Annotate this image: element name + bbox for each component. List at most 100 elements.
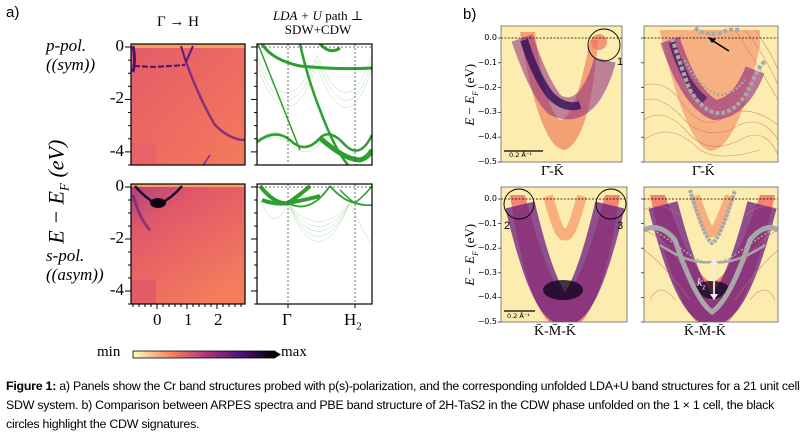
cdw-circle-1 <box>587 28 621 62</box>
pbe-bands <box>644 29 778 157</box>
ytick-label: −0.4 <box>477 132 497 142</box>
ytick-label: -2 <box>109 88 124 108</box>
ytick-label: −0.3 <box>477 107 497 117</box>
kz-arrow-head-up <box>710 258 718 264</box>
colorbar-min-label: min <box>97 344 121 360</box>
arpes-gamma-k-frame <box>500 25 623 163</box>
panel-b-label: b) <box>463 6 477 23</box>
ytick-label: −0.5 <box>477 317 497 326</box>
band-panel-p-pol <box>256 43 373 166</box>
band-feature <box>131 45 136 73</box>
xlabel-k-m-k-left: K̄-M̄-K̄ <box>534 324 576 339</box>
artifact-block <box>131 280 156 304</box>
panel-b-top-ylabel: E − EF (eV) <box>462 63 480 126</box>
cdw-circle-3 <box>595 188 627 220</box>
band-panel-s-pol <box>256 183 373 305</box>
colorbar-max-label: max <box>281 344 307 360</box>
diffuse-feature <box>131 194 152 232</box>
colorbar-gradient <box>132 350 276 359</box>
pbe-unfolded-band <box>693 26 741 36</box>
xtick-1: 1 <box>184 310 193 329</box>
ytick-label: -2 <box>109 228 124 247</box>
kz-arrow-head-down <box>710 294 718 300</box>
h-label: H <box>344 310 357 329</box>
caption-title: Figure 1: <box>6 379 57 393</box>
inner-gap <box>543 194 587 241</box>
ytick-label: 0 <box>115 36 125 55</box>
panel-a-ticks <box>125 46 356 309</box>
band-line <box>318 44 341 53</box>
asym-label: ((asym)) <box>46 265 104 284</box>
ytick-label: 0 <box>115 176 125 195</box>
arpes-pbe-gamma-k <box>643 25 779 163</box>
sym-label: ((sym)) <box>46 55 96 74</box>
spectral-band <box>505 201 625 322</box>
xtick-2: 2 <box>214 310 223 329</box>
ytick-label: −0.2 <box>477 82 497 92</box>
fermi-edge-band <box>131 44 245 48</box>
lower-band-feature <box>202 154 211 165</box>
row1-label: p-pol. ((sym)) <box>46 36 95 74</box>
xlabel-gamma-k-right: Γ̄-K̄ <box>692 164 715 179</box>
asym-text: (asym) <box>51 265 98 284</box>
ytick-label: 0.0 <box>484 33 497 42</box>
spectral-band-core <box>520 38 582 111</box>
spectral-halo <box>520 32 598 150</box>
pbe-unfolded-band <box>683 59 746 97</box>
hotspot-feature <box>694 281 730 299</box>
band-panel-p-pol-bg <box>257 44 372 165</box>
scale-bar-label-top: 0.2 Å⁻¹ <box>509 151 532 159</box>
hotspot-feature <box>150 198 166 208</box>
flat-band-feature <box>133 64 186 69</box>
fermi-edge-band <box>131 184 245 187</box>
colorbar-extend-arrow <box>275 351 281 358</box>
h-subscript: 2 <box>356 320 362 333</box>
arpes-pbe-gamma-k-frame <box>643 25 779 163</box>
pbe-unfolded-band <box>688 189 737 246</box>
p-pol-label: p-pol. <box>46 36 87 55</box>
cdw-circle-2 <box>503 188 535 220</box>
arrow-head <box>708 37 716 43</box>
band-line <box>287 185 331 208</box>
hotspot-feature <box>543 280 583 300</box>
arpes-k-m-k <box>500 186 628 323</box>
panel-a-col2-title: LDA + U path ⊥ SDW+CDW <box>262 9 374 37</box>
ytick-label: -4 <box>109 140 124 160</box>
xlabel-k-m-k-right: K̄-M̄-K̄ <box>684 324 726 339</box>
cdw-feature <box>591 34 607 50</box>
panel-b-ticks <box>498 37 644 323</box>
xtick-0: 0 <box>153 310 162 329</box>
ytick-label: -4 <box>109 280 124 299</box>
lda-u-label: LDA + U <box>272 8 322 23</box>
inner-gap <box>690 194 735 238</box>
panel-b-bottom-ylabel: E − EF (eV) <box>462 223 480 286</box>
panel-a-label: a) <box>6 4 20 21</box>
path-perp-label: path ⊥ <box>321 8 364 23</box>
kz-label: kz <box>697 275 706 292</box>
ytick-label: −0.3 <box>477 267 497 277</box>
arpes-pbe-k-m-k <box>643 186 779 323</box>
band-panel-p-pol-frame <box>256 43 373 166</box>
heatmap-s-pol-frame <box>130 183 246 305</box>
circle-label-2: 2 <box>504 220 511 232</box>
caption-text: a) Panels show the Cr band structures pr… <box>6 379 800 431</box>
heatmap-p-pol <box>130 43 246 166</box>
artifact-block <box>131 143 156 165</box>
arpes-pbe-k-m-k-frame <box>643 186 779 323</box>
xtick-gamma: Γ <box>282 310 292 329</box>
sym-text: (sym) <box>51 55 90 74</box>
faint-bands <box>257 189 372 246</box>
colorbar <box>132 350 281 359</box>
xlabel-gamma-k-left: Γ̄-K̄ <box>541 164 564 179</box>
ytick-label: −0.1 <box>477 218 497 228</box>
sdw-cdw-label: SDW+CDW <box>284 22 352 37</box>
circle-label-1: 1 <box>617 56 624 68</box>
ytick-label: 0.0 <box>484 194 497 203</box>
pbe-bands <box>644 205 778 301</box>
pbe-unfolded-band <box>644 225 778 316</box>
pbe-unfolded-band <box>670 37 768 116</box>
dispersive-band-feature <box>184 61 245 142</box>
scale-bar-label-bottom: 0.2 Å⁻¹ <box>507 312 530 320</box>
band-line <box>260 44 372 71</box>
